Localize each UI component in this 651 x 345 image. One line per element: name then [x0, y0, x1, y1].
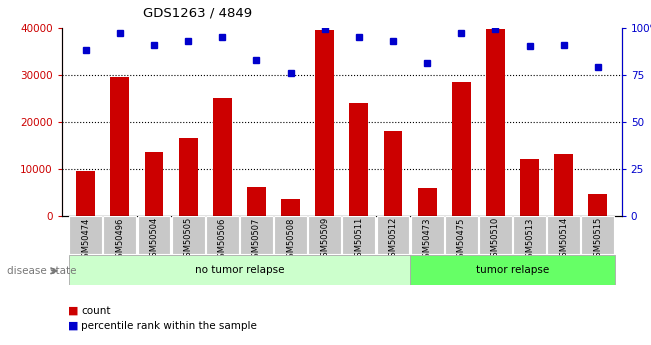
Bar — [520, 159, 539, 216]
Text: GSM50515: GSM50515 — [593, 217, 602, 263]
Bar — [445, 216, 478, 254]
Bar — [342, 216, 375, 254]
Bar — [68, 255, 410, 285]
Bar — [137, 216, 171, 254]
Bar — [350, 103, 368, 216]
Text: no tumor relapse: no tumor relapse — [195, 265, 284, 275]
Text: GSM50506: GSM50506 — [218, 217, 227, 263]
Bar — [383, 131, 402, 216]
Text: GSM50509: GSM50509 — [320, 217, 329, 263]
Bar — [315, 30, 334, 216]
Text: GSM50514: GSM50514 — [559, 217, 568, 263]
Text: ■: ■ — [68, 306, 79, 315]
Bar — [554, 154, 573, 216]
Text: GSM50508: GSM50508 — [286, 217, 295, 263]
Bar — [410, 255, 615, 285]
Bar — [240, 216, 273, 254]
Bar — [452, 82, 471, 216]
Text: GSM50504: GSM50504 — [150, 217, 158, 263]
Text: GSM50475: GSM50475 — [457, 217, 465, 263]
Bar — [376, 216, 409, 254]
Text: tumor relapse: tumor relapse — [476, 265, 549, 275]
Text: GSM50507: GSM50507 — [252, 217, 261, 263]
Bar — [479, 216, 512, 254]
Bar — [206, 216, 239, 254]
Bar — [274, 216, 307, 254]
Text: GSM50512: GSM50512 — [389, 217, 398, 263]
Bar — [589, 195, 607, 216]
Bar — [247, 187, 266, 216]
Text: GSM50510: GSM50510 — [491, 217, 500, 263]
Bar — [281, 199, 300, 216]
Text: disease state: disease state — [7, 266, 76, 276]
Bar — [104, 216, 136, 254]
Bar — [581, 216, 614, 254]
Text: GDS1263 / 4849: GDS1263 / 4849 — [143, 7, 253, 20]
Text: GSM50474: GSM50474 — [81, 217, 90, 263]
Bar — [309, 216, 341, 254]
Bar — [70, 216, 102, 254]
Bar — [145, 152, 163, 216]
Bar — [418, 188, 437, 216]
Bar — [513, 216, 546, 254]
Bar — [179, 138, 197, 216]
Text: GSM50496: GSM50496 — [115, 217, 124, 263]
Bar — [213, 98, 232, 216]
Text: ■: ■ — [68, 321, 79, 331]
Text: GSM50511: GSM50511 — [354, 217, 363, 263]
Bar — [411, 216, 443, 254]
Bar — [486, 29, 505, 216]
Text: GSM50505: GSM50505 — [184, 217, 193, 263]
Text: GSM50473: GSM50473 — [422, 217, 432, 263]
Bar — [76, 171, 95, 216]
Text: GSM50513: GSM50513 — [525, 217, 534, 263]
Bar — [172, 216, 204, 254]
Bar — [111, 77, 130, 216]
Text: count: count — [81, 306, 111, 315]
Text: percentile rank within the sample: percentile rank within the sample — [81, 321, 257, 331]
Bar — [547, 216, 580, 254]
